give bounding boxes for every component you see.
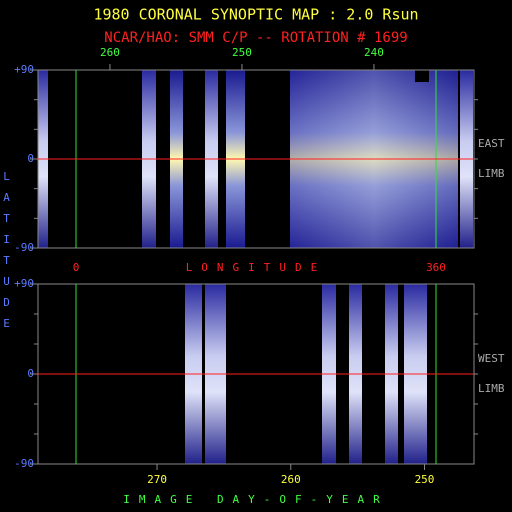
y-axis-label: LATITUDE [0,170,13,338]
right-label: WEST [478,352,505,365]
y-tick-label: +90 [14,277,34,290]
title: 1980 CORONAL SYNOPTIC MAP : 2.0 Rsun [93,6,418,24]
right-label: EAST [478,137,505,150]
top-tick-label: 250 [232,46,252,59]
x-axis-label: LONGITUDE [186,261,327,274]
y-tick-label: +90 [14,63,34,76]
right-label: LIMB [478,167,505,180]
x-tick-label: 270 [147,473,167,486]
subtitle: NCAR/HAO: SMM C/P -- ROTATION # 1699 [104,30,407,46]
y-tick-label: -90 [14,457,34,470]
x-axis-label: IMAGE DAY-OF-YEAR [123,493,389,506]
top-tick-label: 260 [100,46,120,59]
x-tick-label: 260 [281,473,301,486]
top-tick-label: 240 [364,46,384,59]
x-tick-label: 250 [415,473,435,486]
y-tick-label: -90 [14,241,34,254]
longitude-label: 360 [426,261,446,274]
right-label: LIMB [478,382,505,395]
longitude-label: 0 [73,261,80,274]
